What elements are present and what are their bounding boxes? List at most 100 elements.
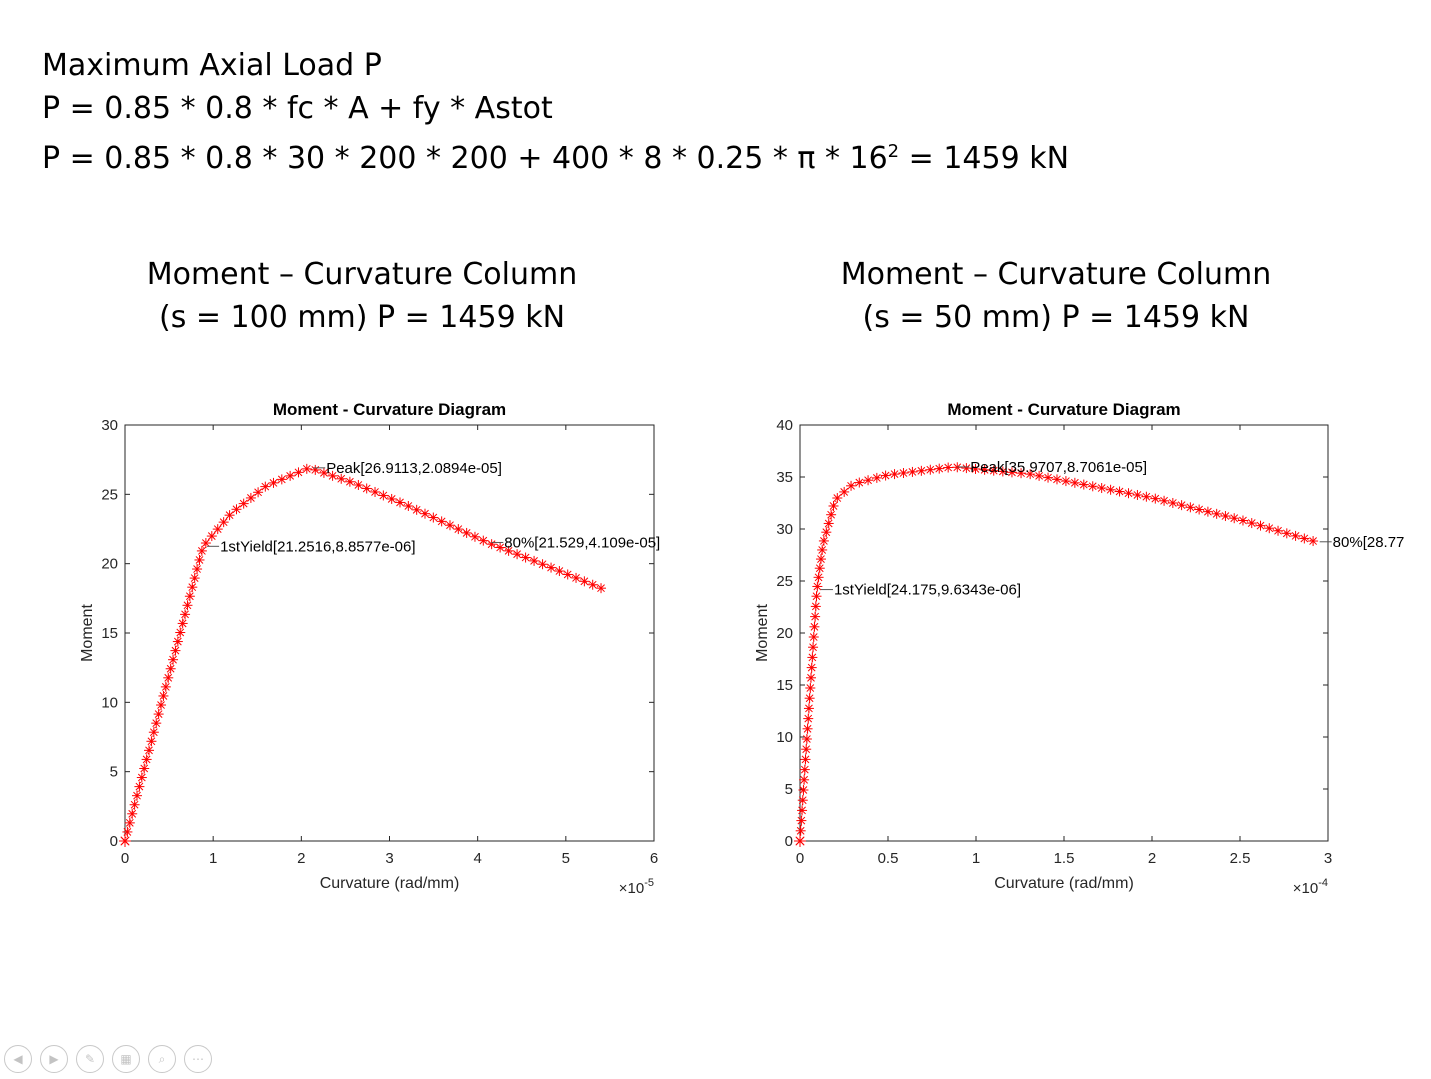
right-chart-point-87 (1290, 530, 1301, 541)
left-chart-xlabel: Curvature (rad/mm) (320, 875, 460, 892)
left-chart-point-6 (134, 781, 145, 792)
right-chart-point-54 (997, 466, 1008, 477)
left-chart-point-36 (218, 517, 229, 528)
right-chart-point-30 (818, 535, 829, 546)
chart-left-subtitle-line-1: Moment – Curvature Column (146, 257, 578, 292)
left-chart-point-69 (486, 539, 497, 550)
chart-right-subtitle-line-2: (s = 50 mm) P = 1459 kN (862, 300, 1250, 335)
next-slide-icon[interactable]: ▶ (40, 1045, 68, 1073)
moment-curvature-chart-left: 0 1 2 3 4 5 6 0 5 10 15 20 25 30 Moment - Curvature Di… (79, 400, 660, 897)
heading-line-3-sup: 2 (887, 141, 900, 162)
right-chart-point-80 (1229, 513, 1240, 524)
right-chart-point-22 (810, 611, 821, 622)
left-chart-point-2 (124, 817, 135, 828)
left-chart-point-58 (395, 497, 406, 508)
right-chart-ytick-label-4: 20 (776, 625, 793, 642)
right-chart-point-6 (799, 774, 810, 785)
chart-right-subtitle: Moment – Curvature Column (s = 50 mm) P … (806, 253, 1306, 339)
left-chart-point-65 (453, 524, 464, 535)
right-chart-point-37 (846, 480, 857, 491)
right-chart-frame (799, 424, 1329, 842)
right-chart-point-76 (1194, 504, 1205, 515)
left-chart-xtick-label-2: 2 (297, 850, 305, 867)
left-chart-point-71 (503, 545, 514, 556)
right-chart-point-69 (1132, 489, 1143, 500)
right-chart-xtick-label-2: 1 (972, 850, 980, 867)
left-chart-point-70 (495, 542, 506, 553)
left-chart-xtick-label-0: 0 (121, 850, 129, 867)
left-chart-title: Moment - Curvature Diagram (273, 400, 506, 419)
left-chart-point-4 (129, 799, 140, 810)
left-chart-point-29 (189, 573, 200, 584)
slides-grid-icon[interactable]: ▦ (112, 1045, 140, 1073)
left-chart-point-18 (163, 672, 174, 683)
left-chart-ytick-label-1: 5 (110, 764, 118, 781)
left-chart-point-44 (276, 474, 287, 485)
left-chart-point-50 (327, 470, 338, 481)
right-chart-point-55 (1006, 467, 1017, 478)
left-chart-point-5 (132, 790, 143, 801)
left-chart-point-72 (512, 549, 523, 560)
left-chart-point-11 (146, 736, 157, 747)
right-chart-point-24 (811, 591, 822, 602)
left-chart-xtick-label-3: 3 (385, 850, 393, 867)
right-chart-xtick-label-6: 3 (1324, 850, 1332, 867)
right-chart-point-47 (934, 463, 945, 474)
heading-line-3: P = 0.85 * 0.8 * 30 * 200 * 200 + 400 * … (42, 130, 1069, 176)
right-chart-ytick-label-2: 10 (776, 729, 793, 746)
more-options-icon[interactable]: ⋯ (184, 1045, 212, 1073)
left-chart-point-32 (196, 545, 207, 556)
left-chart-point-45 (285, 470, 296, 481)
right-chart-point-56 (1016, 468, 1027, 479)
pen-icon[interactable]: ✎ (76, 1045, 104, 1073)
right-chart-point-89 (1308, 536, 1319, 547)
right-chart-point-67 (1114, 486, 1125, 497)
left-chart-point-26 (182, 600, 193, 611)
right-chart-series-line (799, 466, 1314, 842)
left-chart-point-39 (238, 498, 249, 509)
right-chart-point-1 (795, 825, 806, 836)
zoom-icon[interactable]: ⌕ (148, 1045, 176, 1073)
slide-heading: Maximum Axial Load P P = 0.85 * 0.8 * fc… (42, 44, 1069, 176)
left-chart-ytick-label-2: 10 (101, 694, 118, 711)
right-chart-point-61 (1060, 476, 1071, 487)
presentation-nav-bar: ◀ ▶ ✎ ▦ ⌕ ⋯ (4, 1045, 212, 1075)
left-chart-xtick-label-4: 4 (473, 850, 481, 867)
right-chart-point-12 (803, 713, 814, 724)
right-chart-point-88 (1299, 533, 1310, 544)
right-chart-point-43 (898, 468, 909, 479)
right-chart-point-57 (1025, 469, 1036, 480)
heading-line-1: Maximum Axial Load P (42, 48, 382, 83)
left-chart-point-21 (170, 645, 181, 656)
right-chart-point-17 (806, 662, 817, 673)
left-chart-ytick-label-5: 25 (101, 486, 118, 503)
left-chart-point-68 (478, 535, 489, 546)
right-chart-annotation-label-0: Peak[35.9707,8.7061e-05] (970, 459, 1147, 476)
left-chart-point-53 (353, 479, 364, 490)
left-chart-point-3 (127, 808, 138, 819)
right-chart-ytick-label-1: 5 (785, 781, 793, 798)
right-chart-point-51 (970, 463, 981, 474)
left-chart-point-20 (168, 654, 179, 665)
chart-left-subtitle-line-2: (s = 100 mm) P = 1459 kN (158, 300, 566, 335)
left-chart-x-exponent: ×10-5 (619, 877, 654, 897)
right-chart-point-13 (803, 703, 814, 714)
right-chart-point-50 (961, 463, 972, 474)
left-chart-series (119, 463, 607, 847)
right-chart-point-44 (907, 466, 918, 477)
right-chart-point-60 (1051, 474, 1062, 485)
right-chart-ytick-label-7: 35 (776, 469, 793, 486)
left-chart-point-52 (344, 476, 355, 487)
right-chart-point-26 (813, 572, 824, 583)
right-chart-point-8 (800, 754, 811, 765)
right-chart-point-86 (1281, 528, 1292, 539)
right-chart-point-34 (828, 500, 839, 511)
left-chart-point-64 (444, 520, 455, 531)
right-chart-point-35 (832, 493, 843, 504)
right-chart-point-83 (1255, 520, 1266, 531)
left-chart-point-9 (141, 754, 152, 765)
left-chart-point-34 (206, 531, 217, 542)
previous-slide-icon[interactable]: ◀ (4, 1045, 32, 1073)
left-chart-series-line (124, 468, 602, 842)
